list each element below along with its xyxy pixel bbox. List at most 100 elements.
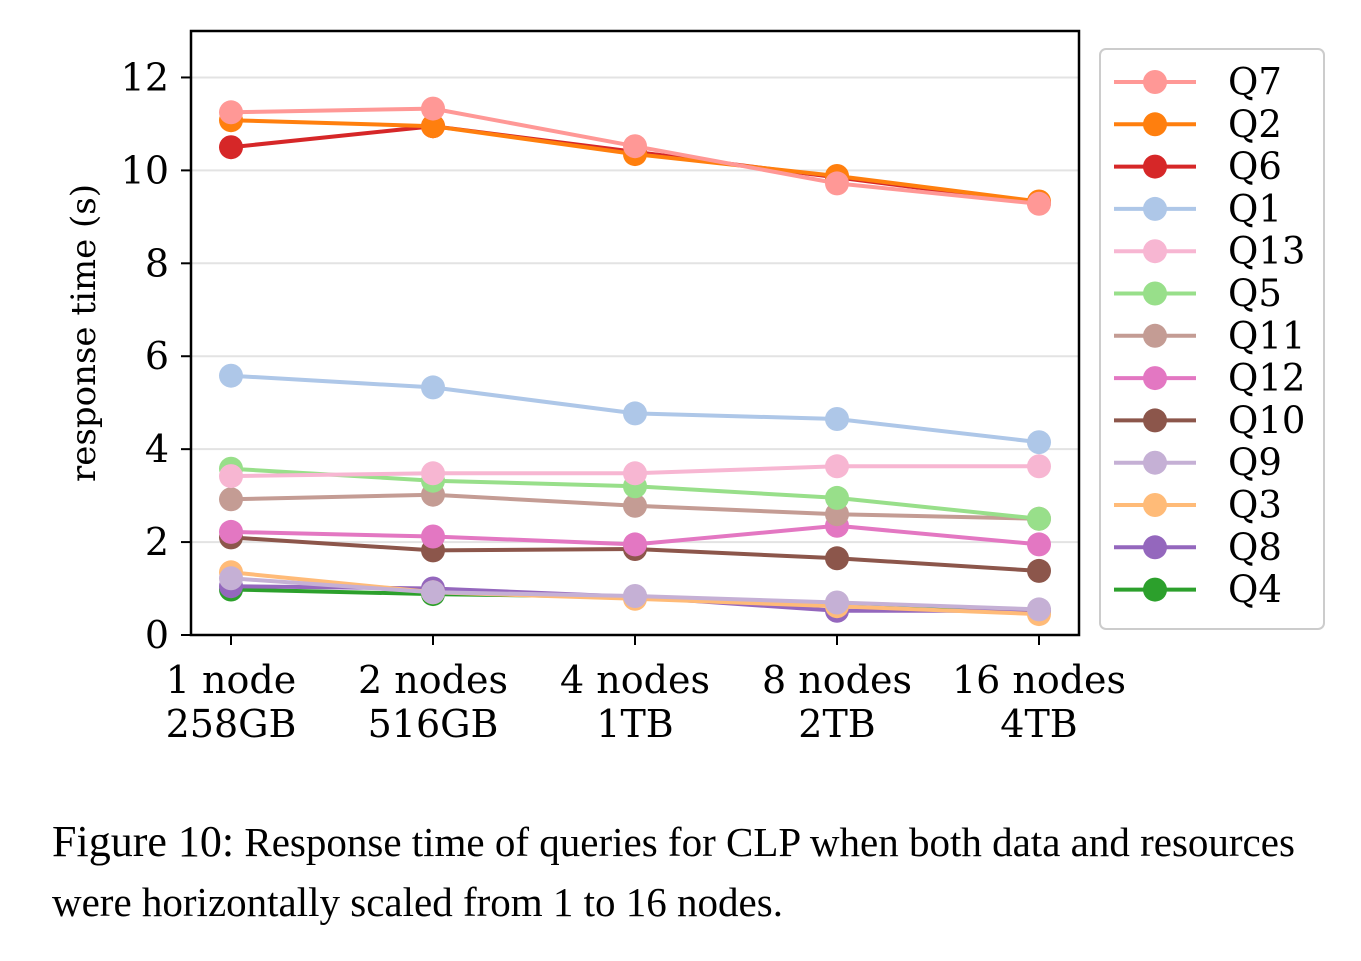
legend-label: Q9 (1228, 441, 1282, 484)
legend-item-q6: Q6 (1114, 145, 1282, 188)
data-point (219, 135, 243, 160)
data-point (825, 171, 849, 196)
y-axis-label: response time (s) (64, 184, 104, 482)
data-point (421, 524, 445, 549)
legend-item-q2: Q2 (1114, 103, 1282, 146)
legend-item-q4: Q4 (1114, 568, 1282, 611)
legend-marker (1143, 112, 1167, 137)
data-point (623, 532, 647, 557)
y-gridlines (191, 76, 1079, 544)
legend-label: Q2 (1228, 103, 1282, 146)
data-point (825, 590, 849, 615)
data-point (1027, 454, 1051, 479)
data-point (219, 464, 243, 489)
legend-label: Q8 (1228, 526, 1282, 569)
x-tick-sublabel: 1TB (596, 702, 673, 746)
legend-item-q12: Q12 (1114, 357, 1305, 400)
x-tick-sublabel: 4TB (1000, 702, 1077, 746)
legend-label: Q11 (1228, 314, 1305, 357)
data-point (219, 519, 243, 544)
x-tick-label: 4 nodes (560, 658, 710, 702)
series-q12 (219, 513, 1051, 557)
data-point (623, 584, 647, 608)
legend-marker (1143, 408, 1167, 433)
legend-label: Q5 (1228, 272, 1282, 315)
legend-marker (1143, 535, 1167, 560)
legend-marker (1143, 323, 1167, 348)
legend-item-q1: Q1 (1114, 187, 1282, 230)
legend-item-q9: Q9 (1114, 441, 1282, 484)
data-point (825, 546, 849, 571)
series-q1 (219, 363, 1051, 455)
legend-label: Q1 (1228, 187, 1282, 230)
legend-label: Q4 (1228, 568, 1282, 611)
legend-label: Q10 (1228, 399, 1305, 442)
data-point (623, 401, 647, 426)
data-point (1027, 430, 1051, 455)
legend-item-q5: Q5 (1114, 272, 1282, 315)
data-point (825, 454, 849, 479)
data-point (421, 96, 445, 121)
legend-item-q3: Q3 (1114, 484, 1282, 527)
y-tick-label: 12 (121, 55, 169, 99)
legend-label: Q3 (1228, 484, 1282, 527)
data-point (219, 566, 243, 591)
legend-marker (1143, 366, 1167, 391)
caption-text: Response time of queries for CLP when bo… (52, 819, 1295, 925)
data-point (219, 363, 243, 388)
series-q13 (219, 454, 1051, 489)
y-axis-ticks: 0 2 4 6 8 10 12 (121, 55, 191, 657)
x-tick-sublabel: 516GB (368, 702, 499, 746)
data-point (421, 375, 445, 400)
data-point (421, 114, 445, 139)
legend-marker (1143, 196, 1167, 221)
data-point (421, 461, 445, 486)
legend-marker (1143, 239, 1167, 264)
legend-label: Q7 (1228, 61, 1282, 104)
figure-caption: Figure 10: Response time of queries for … (52, 812, 1342, 932)
legend-marker (1143, 493, 1167, 517)
x-tick-sublabel: 2TB (798, 702, 875, 746)
legend-marker (1143, 70, 1167, 94)
y-tick-label: 6 (145, 334, 169, 378)
series-q2 (219, 108, 1051, 214)
legend-label: Q6 (1228, 145, 1282, 188)
data-point (623, 461, 647, 486)
legend-label: Q13 (1228, 230, 1305, 273)
x-tick-sublabel: 258GB (166, 702, 297, 746)
y-tick-label: 10 (121, 148, 169, 192)
data-point (623, 493, 647, 518)
y-tick-label: 4 (145, 427, 169, 471)
data-point (825, 407, 849, 431)
legend-label: Q12 (1228, 357, 1305, 400)
data-point (825, 485, 849, 510)
series-lines (219, 96, 1051, 627)
data-point (219, 100, 243, 125)
data-point (623, 134, 647, 159)
y-tick-label: 2 (145, 520, 169, 564)
series-q9 (219, 566, 1051, 622)
legend-frame (1099, 48, 1325, 630)
x-tick-label: 1 node (166, 658, 296, 702)
y-tick-label: 8 (145, 241, 169, 285)
data-point (421, 580, 445, 605)
data-point (1027, 191, 1051, 216)
legend-item-q7: Q7 (1114, 61, 1282, 104)
y-tick-label: 0 (145, 613, 169, 657)
figure-number: Figure 10: (52, 817, 235, 866)
legend-item-q8: Q8 (1114, 526, 1282, 569)
x-tick-label: 2 nodes (358, 658, 508, 702)
data-point (1027, 532, 1051, 557)
data-point (1027, 597, 1051, 622)
x-tick-label: 8 nodes (762, 658, 912, 702)
legend-marker (1143, 281, 1167, 306)
series-q7 (219, 96, 1051, 216)
data-point (1027, 506, 1051, 531)
legend-item-q13: Q13 (1114, 230, 1305, 273)
legend-item-q10: Q10 (1114, 399, 1305, 442)
data-point (1027, 558, 1051, 583)
legend-marker (1143, 450, 1167, 475)
legend-marker (1143, 154, 1167, 179)
